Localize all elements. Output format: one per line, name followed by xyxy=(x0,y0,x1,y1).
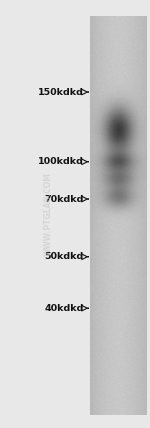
Text: 50kdkd: 50kdkd xyxy=(45,252,84,262)
Text: 150kdkd: 150kdkd xyxy=(38,87,84,97)
Text: 40kdkd: 40kdkd xyxy=(45,303,84,313)
Text: WWW.PTGLAB.COM: WWW.PTGLAB.COM xyxy=(44,172,52,256)
Text: 100kdkd: 100kdkd xyxy=(38,157,84,166)
Text: 70kdkd: 70kdkd xyxy=(45,194,84,204)
